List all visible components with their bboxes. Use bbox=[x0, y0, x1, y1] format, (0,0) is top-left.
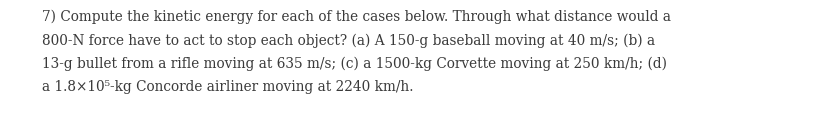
Text: 7) Compute the kinetic energy for each of the cases below. Through what distance: 7) Compute the kinetic energy for each o… bbox=[42, 10, 671, 24]
Text: 800-N force have to act to stop each object? (a) A 150-g baseball moving at 40 m: 800-N force have to act to stop each obj… bbox=[42, 34, 655, 48]
Text: a 1.8×10⁵-kg Concorde airliner moving at 2240 km/h.: a 1.8×10⁵-kg Concorde airliner moving at… bbox=[42, 81, 414, 94]
Text: 13-g bullet from a rifle moving at 635 m/s; (c) a 1500-kg Corvette moving at 250: 13-g bullet from a rifle moving at 635 m… bbox=[42, 57, 667, 71]
